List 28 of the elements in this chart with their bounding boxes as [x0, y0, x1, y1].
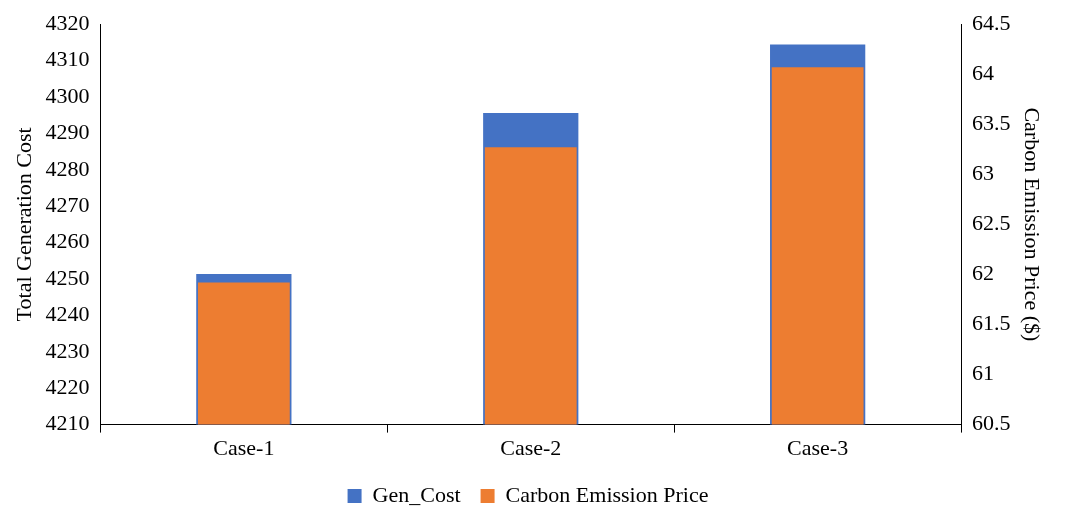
y2-tick-label: 62	[972, 260, 995, 286]
y-tick-label: 4220	[45, 373, 90, 399]
y2-tick-label: 62.5	[972, 210, 1011, 236]
y-tick-label: 4290	[45, 119, 90, 145]
x-tick-label: Case-1	[213, 434, 275, 460]
legend-label: Carbon Emission Price	[505, 481, 709, 507]
x-tick-label: Case-3	[787, 434, 849, 460]
y2-tick-label: 61.5	[972, 310, 1011, 336]
y-tick-label: 4280	[45, 155, 90, 181]
y-tick-label: 4250	[45, 264, 90, 290]
y-tick-label: 4320	[45, 9, 90, 35]
y2-tick-label: 61	[972, 360, 995, 386]
y-tick-label: 4260	[45, 228, 90, 254]
y2-axis-title: Carbon Emission Price ($)	[1020, 107, 1046, 342]
y-tick-label: 4230	[45, 337, 90, 363]
y-tick-label: 4240	[45, 301, 90, 327]
y2-tick-label: 63.5	[972, 110, 1011, 136]
y2-tick-label: 64	[972, 60, 995, 86]
legend-label: Gen_Cost	[372, 481, 461, 507]
y2-tick-label: 63	[972, 160, 995, 186]
y2-tick-label: 64.5	[972, 9, 1011, 35]
y-axis-title: Total Generation Cost	[10, 127, 36, 322]
y-tick-label: 4310	[45, 46, 90, 72]
x-tick-label: Case-2	[500, 434, 562, 460]
y-tick-label: 4270	[45, 191, 90, 217]
y2-tick-label: 60.5	[972, 410, 1011, 436]
y-tick-label: 4300	[45, 82, 90, 108]
y-tick-label: 4210	[45, 410, 90, 436]
